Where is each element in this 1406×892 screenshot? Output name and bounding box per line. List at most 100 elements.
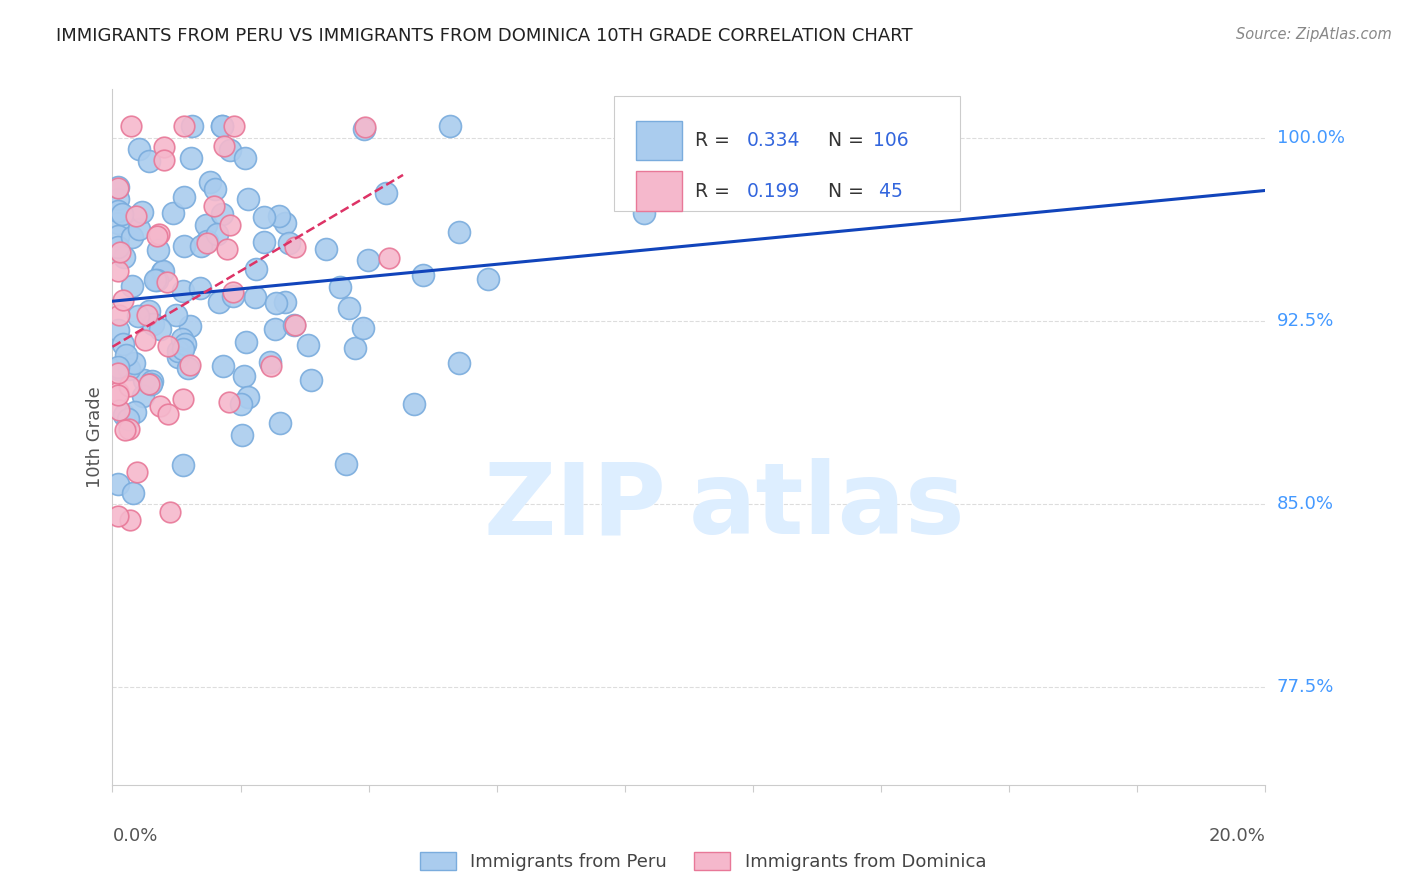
Point xyxy=(150,265,173,279)
Point xyxy=(315,243,337,257)
FancyBboxPatch shape xyxy=(614,96,960,211)
Text: atlas: atlas xyxy=(689,458,966,555)
Point xyxy=(299,373,322,387)
Point xyxy=(107,217,129,231)
Point xyxy=(195,235,218,249)
Point xyxy=(131,389,153,403)
Text: 106: 106 xyxy=(873,131,910,150)
Point xyxy=(212,138,235,153)
Point xyxy=(179,358,201,372)
Point xyxy=(202,199,225,213)
Point xyxy=(198,175,221,189)
Point xyxy=(173,119,195,133)
Point xyxy=(283,318,305,333)
Point xyxy=(107,240,129,254)
Point xyxy=(146,244,169,258)
Point xyxy=(107,385,129,400)
Point xyxy=(633,205,655,219)
Point xyxy=(352,321,374,335)
Text: 45: 45 xyxy=(873,182,903,201)
Point xyxy=(128,222,150,236)
Point xyxy=(224,119,246,133)
Point xyxy=(374,186,396,200)
Point xyxy=(253,235,276,249)
Point xyxy=(125,465,148,479)
Point xyxy=(211,207,233,221)
Point xyxy=(108,402,131,417)
Point xyxy=(449,356,471,370)
Point xyxy=(211,119,233,133)
Point xyxy=(118,362,141,376)
Point xyxy=(344,341,367,355)
Point xyxy=(131,205,153,219)
Point xyxy=(335,457,357,471)
Point xyxy=(107,366,129,380)
Point xyxy=(107,508,129,523)
Point xyxy=(259,355,281,369)
Point xyxy=(146,228,169,243)
Text: 0.0%: 0.0% xyxy=(112,827,157,845)
Point xyxy=(233,151,256,165)
Text: R =: R = xyxy=(695,131,735,150)
Point xyxy=(157,339,180,353)
Point xyxy=(107,322,129,336)
Text: 0.334: 0.334 xyxy=(747,131,800,150)
Point xyxy=(278,235,301,250)
Point xyxy=(111,207,134,221)
Point xyxy=(107,477,129,491)
Point xyxy=(273,216,295,230)
Point xyxy=(218,143,240,157)
Text: ZIP: ZIP xyxy=(484,458,666,555)
Point xyxy=(148,227,170,241)
Point xyxy=(188,281,211,295)
Point xyxy=(159,505,181,519)
Point xyxy=(357,253,380,268)
Point xyxy=(108,308,131,322)
Point xyxy=(174,337,197,351)
Point xyxy=(339,301,361,315)
Point xyxy=(167,350,190,364)
Point xyxy=(165,308,187,322)
Point xyxy=(143,273,166,287)
Point xyxy=(205,227,228,241)
Point xyxy=(124,405,146,419)
Point xyxy=(121,278,143,293)
Point xyxy=(153,139,176,153)
Text: 92.5%: 92.5% xyxy=(1277,312,1334,330)
Point xyxy=(439,119,461,133)
Point xyxy=(162,206,184,220)
Point xyxy=(245,290,267,304)
Text: 100.0%: 100.0% xyxy=(1277,129,1346,147)
Point xyxy=(114,423,136,437)
Point xyxy=(107,192,129,206)
Point xyxy=(107,359,129,374)
Point xyxy=(138,153,160,168)
Point xyxy=(263,322,285,336)
Point xyxy=(284,240,307,254)
Point xyxy=(218,219,240,233)
Point xyxy=(172,392,194,406)
Text: 85.0%: 85.0% xyxy=(1277,495,1334,513)
Point xyxy=(329,280,352,294)
Point xyxy=(108,245,131,260)
Point xyxy=(107,362,129,376)
Point xyxy=(260,359,283,374)
Point xyxy=(204,182,226,196)
Point xyxy=(232,369,254,384)
Point xyxy=(142,317,165,331)
Point xyxy=(153,153,176,167)
Text: Source: ZipAtlas.com: Source: ZipAtlas.com xyxy=(1236,27,1392,42)
Point xyxy=(111,336,134,351)
Point xyxy=(269,210,291,224)
FancyBboxPatch shape xyxy=(636,171,682,211)
Point xyxy=(120,119,142,133)
Point xyxy=(218,395,240,409)
Point xyxy=(107,179,129,194)
Point xyxy=(118,422,141,436)
Point xyxy=(172,458,194,472)
Point xyxy=(222,289,245,303)
Point xyxy=(117,411,139,425)
Point xyxy=(173,190,195,204)
Point xyxy=(235,334,257,349)
Point xyxy=(253,210,276,224)
